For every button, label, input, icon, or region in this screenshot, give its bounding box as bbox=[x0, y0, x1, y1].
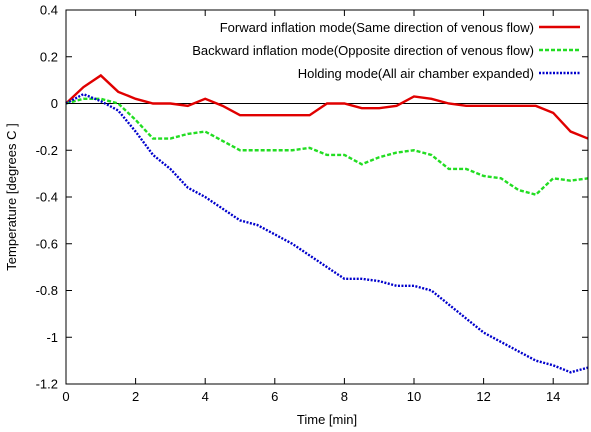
x-tick-label: 2 bbox=[132, 389, 139, 404]
x-tick-label: 14 bbox=[546, 389, 560, 404]
series-line-3 bbox=[65, 92, 589, 374]
y-tick-label: 0.2 bbox=[40, 49, 58, 64]
y-tick-label: 0.4 bbox=[40, 3, 58, 18]
legend-label-1: Forward inflation mode(Same direction of… bbox=[220, 20, 534, 35]
legend: Forward inflation mode(Same direction of… bbox=[192, 20, 580, 81]
legend-label-3: Holding mode(All air chamber expanded) bbox=[298, 66, 534, 81]
series-layer bbox=[65, 73, 589, 374]
y-tick-label: -1.2 bbox=[36, 377, 58, 392]
legend-label-2: Backward inflation mode(Opposite directi… bbox=[192, 43, 534, 58]
x-axis-title: Time [min] bbox=[297, 412, 357, 427]
y-tick-label: 0 bbox=[51, 96, 58, 111]
y-tick-label: -1 bbox=[46, 330, 58, 345]
series-line-1 bbox=[65, 73, 589, 140]
y-tick-label: -0.4 bbox=[36, 190, 58, 205]
x-tick-label: 12 bbox=[476, 389, 490, 404]
x-tick-label: 8 bbox=[341, 389, 348, 404]
series-line-2 bbox=[65, 97, 589, 196]
x-tick-label: 0 bbox=[62, 389, 69, 404]
y-tick-label: -0.2 bbox=[36, 143, 58, 158]
x-tick-label: 4 bbox=[202, 389, 209, 404]
y-tick-label: -0.6 bbox=[36, 236, 58, 251]
x-tick-label: 10 bbox=[407, 389, 421, 404]
y-tick-label: -0.8 bbox=[36, 283, 58, 298]
y-axis-title: Temperature [degrees C ] bbox=[4, 123, 19, 270]
x-tick-label: 6 bbox=[271, 389, 278, 404]
ticks-layer: 0.4 0.2 0 -0.2 -0.4 -0.6 -0.8 -1 -1.2 0 2 4 6 8 10 12 14 bbox=[36, 3, 588, 404]
